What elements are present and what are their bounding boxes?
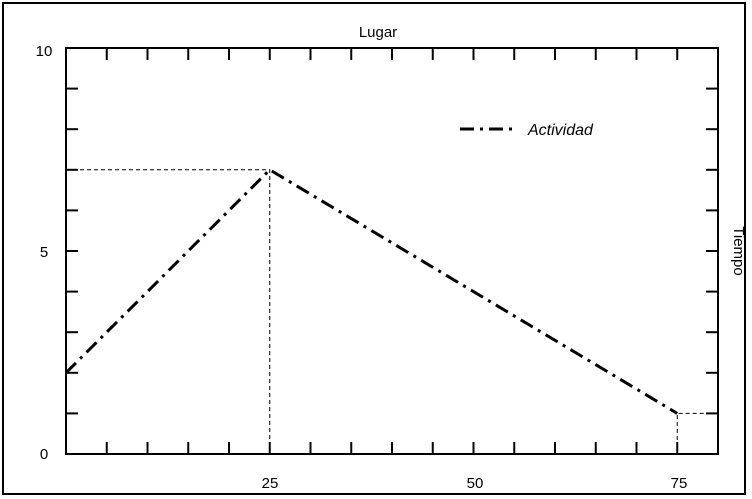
y-axis-label: Tiempo xyxy=(730,226,747,275)
reference-line xyxy=(66,169,271,454)
legend-label: Actividad xyxy=(527,122,594,139)
chart-frame xyxy=(2,2,746,495)
x-tick-label: 75 xyxy=(671,475,688,492)
x-tick-label: 50 xyxy=(467,475,484,492)
plot-area xyxy=(65,47,719,455)
y-tick-label: 10 xyxy=(36,43,53,60)
y-tick-label: 0 xyxy=(40,446,48,463)
legend: Actividad xyxy=(460,122,594,139)
series-line-actividad xyxy=(64,167,679,415)
chart-title: Lugar xyxy=(359,24,397,41)
x-tick-label: 25 xyxy=(262,475,279,492)
reference-lines xyxy=(66,169,718,454)
y-tick-label: 5 xyxy=(40,244,48,261)
tick-marks xyxy=(66,48,718,454)
y-tick-labels: 0 5 10 xyxy=(36,43,53,463)
reference-line xyxy=(676,412,718,454)
x-tick-labels: 25 50 75 xyxy=(262,475,688,492)
